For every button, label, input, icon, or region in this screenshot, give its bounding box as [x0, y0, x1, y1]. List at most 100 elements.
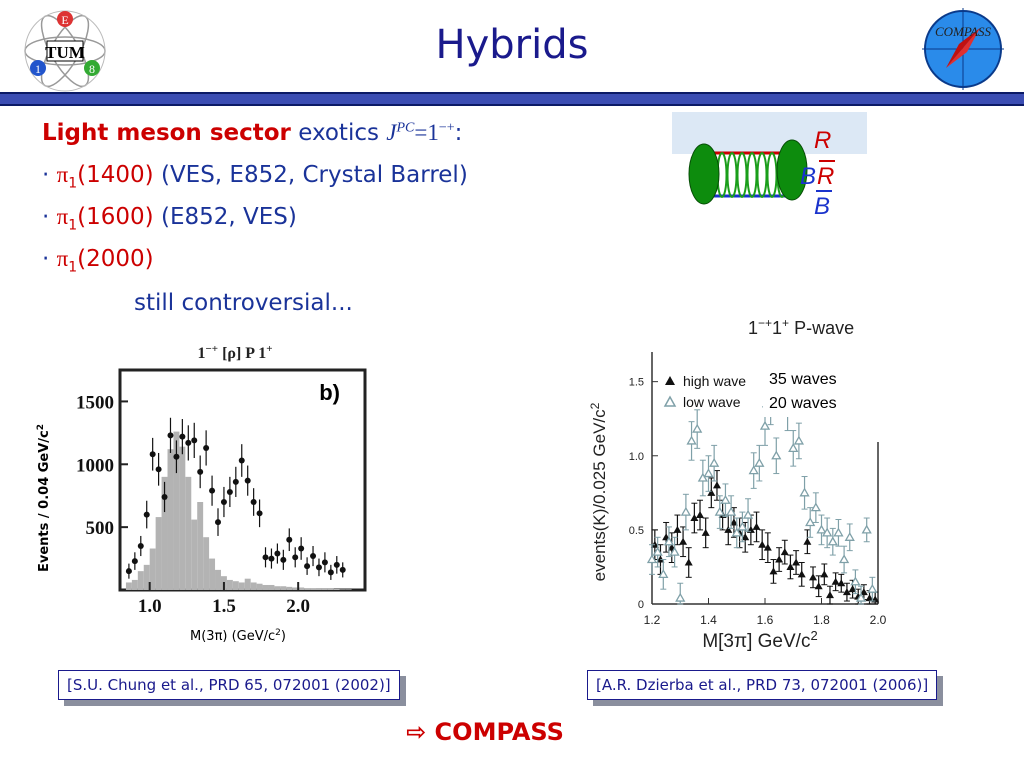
- histogram-bar: [143, 564, 150, 590]
- legend-overlay-box: [763, 359, 858, 417]
- data-point: [292, 554, 299, 561]
- chart2-legend: high wave low wave 35 waves 20 waves: [663, 359, 858, 417]
- data-point-high-wave: [741, 533, 750, 541]
- histogram-bar: [280, 586, 287, 590]
- particle-mass: (2000): [77, 246, 154, 272]
- histogram-bar: [173, 431, 180, 590]
- histogram-bar: [197, 502, 204, 590]
- chart2-title: 1−+1+ P-wave: [748, 316, 854, 338]
- data-point-low-wave: [816, 524, 827, 534]
- data-point: [149, 451, 156, 458]
- data-point: [304, 563, 311, 570]
- slide-header: TUM E 1 8 Hybrids COMPASS: [0, 0, 1024, 110]
- x-tick-label: 2.0: [870, 613, 887, 627]
- data-point: [191, 437, 198, 444]
- data-point-high-wave: [775, 555, 784, 563]
- chart1-title: 1−+ [ρ] P 1+: [198, 343, 273, 362]
- histogram-bar: [167, 449, 174, 590]
- compass-logo-text: COMPASS: [935, 24, 992, 39]
- histogram-bar: [137, 571, 144, 590]
- histogram-bar: [316, 588, 322, 590]
- y-tick-label: 0: [638, 599, 644, 611]
- data-point-low-wave: [658, 569, 669, 579]
- histogram-bar: [191, 519, 198, 590]
- chart2-xlabel-sup: 2: [810, 628, 817, 643]
- heading-light-meson: Light meson sector: [42, 120, 291, 146]
- data-point-high-wave: [809, 573, 818, 581]
- data-point: [274, 550, 281, 557]
- data-point-low-wave: [703, 468, 714, 478]
- data-point: [268, 555, 275, 562]
- legend-label-low-wave: low wave: [683, 394, 741, 410]
- chart2-ylabel-sup: 2: [588, 402, 602, 409]
- color-label-top: R: [814, 127, 831, 154]
- data-point: [179, 433, 186, 440]
- histogram-bar: [226, 579, 233, 590]
- data-point-high-wave: [690, 514, 699, 522]
- data-point-high-wave: [797, 570, 806, 578]
- data-point-low-wave: [646, 554, 658, 564]
- y-tick-label: 500: [86, 518, 115, 539]
- data-point-low-wave: [822, 527, 833, 537]
- data-point: [298, 545, 305, 552]
- data-point: [155, 466, 162, 473]
- data-point-low-wave: [754, 457, 765, 467]
- data-point-high-wave: [729, 518, 738, 526]
- bullet-glyph: ·: [42, 246, 50, 272]
- data-point: [256, 510, 263, 517]
- data-point-high-wave: [724, 525, 733, 533]
- data-point-low-wave: [663, 536, 675, 546]
- bullet-glyph: ·: [42, 204, 50, 230]
- data-point: [209, 487, 216, 494]
- data-point: [167, 432, 174, 439]
- data-point: [131, 558, 138, 565]
- legend-label-high-wave: high wave: [683, 373, 746, 389]
- data-point: [333, 561, 340, 568]
- data-point-low-wave: [867, 583, 878, 593]
- histogram-bar: [256, 583, 263, 590]
- data-point: [161, 493, 168, 500]
- data-point: [143, 511, 150, 518]
- chart2-title-part3: P-wave: [789, 318, 854, 338]
- bullet-glyph: ·: [42, 162, 50, 188]
- histogram-bar: [185, 476, 192, 590]
- tum-logo-text: TUM: [45, 43, 85, 62]
- y-tick-label: 0.5: [629, 525, 644, 537]
- chart1-histogram: [125, 431, 352, 590]
- data-point-low-wave: [850, 576, 861, 586]
- chart1-ylabel: Events / 0.04 GeV/c2: [36, 424, 52, 572]
- data-point-high-wave: [848, 585, 857, 593]
- chart2-title-sup: −+: [758, 316, 772, 330]
- data-point: [315, 564, 322, 571]
- data-point-high-wave: [712, 481, 721, 489]
- chart1-xlabel-sup: 2: [275, 628, 281, 638]
- quark-blob-right: [776, 139, 808, 201]
- data-point-low-wave: [652, 546, 663, 556]
- data-point-high-wave: [758, 540, 767, 548]
- chart2-xlabel-text: M[3π] GeV/c: [702, 631, 810, 652]
- legend-overlay-20-waves: 20 waves: [769, 395, 837, 412]
- data-point-high-wave: [696, 511, 705, 519]
- data-point: [125, 568, 132, 575]
- data-point-high-wave: [865, 594, 874, 602]
- chart1-title-part1: 1: [198, 345, 206, 362]
- histogram-bar: [179, 446, 186, 590]
- histogram-bar: [310, 588, 316, 590]
- x-tick-label: 1.2: [644, 613, 661, 627]
- data-point-high-wave: [814, 582, 823, 590]
- compass-logo: COMPASS: [922, 8, 1004, 90]
- y-tick-label: 1.0: [629, 451, 644, 463]
- data-point-low-wave: [675, 592, 686, 602]
- chart1-axes: 1.0 1.5 2.0 500 1000 1500: [76, 392, 310, 617]
- data-point-high-wave: [792, 558, 801, 566]
- histogram-bar: [250, 582, 257, 590]
- data-point-low-wave: [771, 450, 782, 460]
- jpc-j: J: [386, 120, 397, 145]
- remark-controversial: still controversial...: [134, 290, 353, 316]
- reference-chung: [S.U. Chung et al., PRD 65, 072001 (2002…: [58, 670, 400, 700]
- chart2-xlabel: M[3π] GeV/c2: [702, 628, 817, 652]
- particle-symbol: π: [56, 246, 69, 271]
- data-point-high-wave: [803, 537, 812, 545]
- data-point-high-wave: [763, 543, 772, 551]
- chart1-xlabel: M(3π) (GeV/c2): [190, 628, 286, 644]
